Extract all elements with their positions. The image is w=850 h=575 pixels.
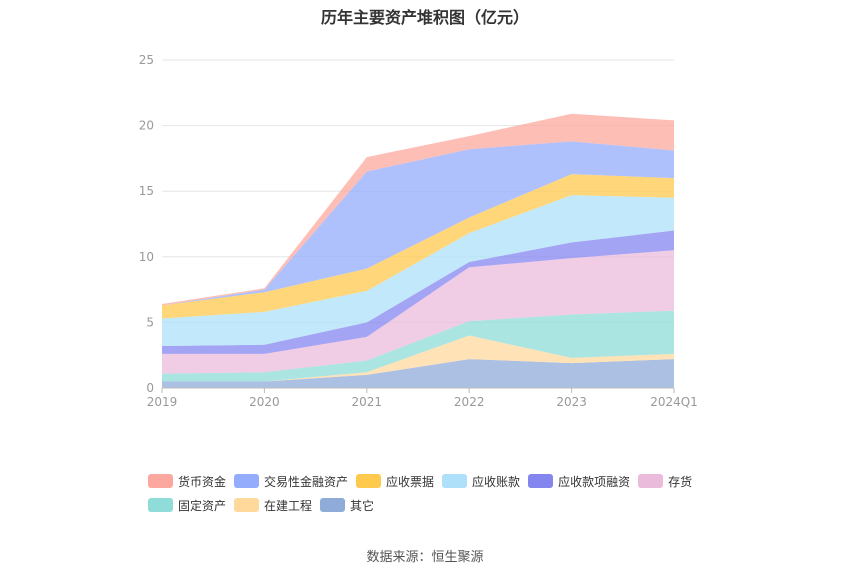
legend-swatch xyxy=(442,474,468,488)
y-tick-label: 5 xyxy=(146,315,154,329)
data-source-note: 数据来源：恒生聚源 xyxy=(366,550,484,565)
legend-item[interactable]: 在建工程 xyxy=(234,496,312,514)
legend-swatch xyxy=(638,474,664,488)
legend-label: 应收账款 xyxy=(472,474,521,489)
chart-title: 历年主要资产堆积图（亿元） xyxy=(320,8,529,27)
legend-label: 在建工程 xyxy=(264,498,313,513)
legend-label: 应收款项融资 xyxy=(558,474,631,489)
legend-swatch xyxy=(148,498,173,512)
legend-item[interactable]: 货币资金 xyxy=(148,472,226,490)
area-series xyxy=(162,195,674,347)
legend-item[interactable]: 应收款项融资 xyxy=(528,472,630,490)
legend-item[interactable]: 固定资产 xyxy=(148,496,226,514)
area-series xyxy=(162,310,674,382)
y-tick-label: 20 xyxy=(139,119,154,133)
legend-label: 固定资产 xyxy=(178,498,227,513)
chart-legend: 货币资金 交易性金融资产 应收票据 应收账款 应收款项融资 存货固定资产 在建工程 其它 xyxy=(148,472,728,520)
x-tick-label: 2022 xyxy=(454,395,485,409)
legend-label: 货币资金 xyxy=(178,474,227,489)
x-tick-label: 2023 xyxy=(556,395,587,409)
area-series xyxy=(162,250,674,374)
area-series xyxy=(162,113,674,306)
x-tick-label: 2020 xyxy=(249,395,280,409)
legend-swatch xyxy=(148,474,173,488)
legend-swatch xyxy=(528,474,554,488)
area-series xyxy=(162,335,674,382)
legend-swatch xyxy=(234,474,260,488)
area-series xyxy=(162,359,674,388)
y-tick-label: 0 xyxy=(146,381,154,395)
x-tick-label: 2024Q1 xyxy=(650,395,698,409)
x-tick-label: 2021 xyxy=(352,395,383,409)
legend-label: 交易性金融资产 xyxy=(264,474,349,489)
x-tick-label: 2019 xyxy=(147,395,178,409)
legend-item[interactable]: 存货 xyxy=(638,472,692,490)
legend-swatch xyxy=(320,498,346,512)
area-series xyxy=(162,174,674,319)
legend-label: 存货 xyxy=(668,474,693,489)
legend-item[interactable]: 其它 xyxy=(320,496,374,514)
stacked-area-chart: 0 5 10 15 20 25 2019 2020 2021 2022 2023 2024Q1 xyxy=(139,53,698,409)
y-tick-label: 25 xyxy=(139,53,154,67)
legend-label: 其它 xyxy=(350,498,375,513)
y-tick-label: 15 xyxy=(139,184,154,198)
y-tick-label: 10 xyxy=(139,250,154,264)
area-series xyxy=(162,141,674,306)
legend-label: 应收票据 xyxy=(386,474,435,489)
legend-item[interactable]: 应收票据 xyxy=(356,472,434,490)
legend-item[interactable]: 交易性金融资产 xyxy=(234,472,348,490)
legend-swatch xyxy=(234,498,260,512)
legend-item[interactable]: 应收账款 xyxy=(442,472,520,490)
legend-swatch xyxy=(356,474,382,488)
